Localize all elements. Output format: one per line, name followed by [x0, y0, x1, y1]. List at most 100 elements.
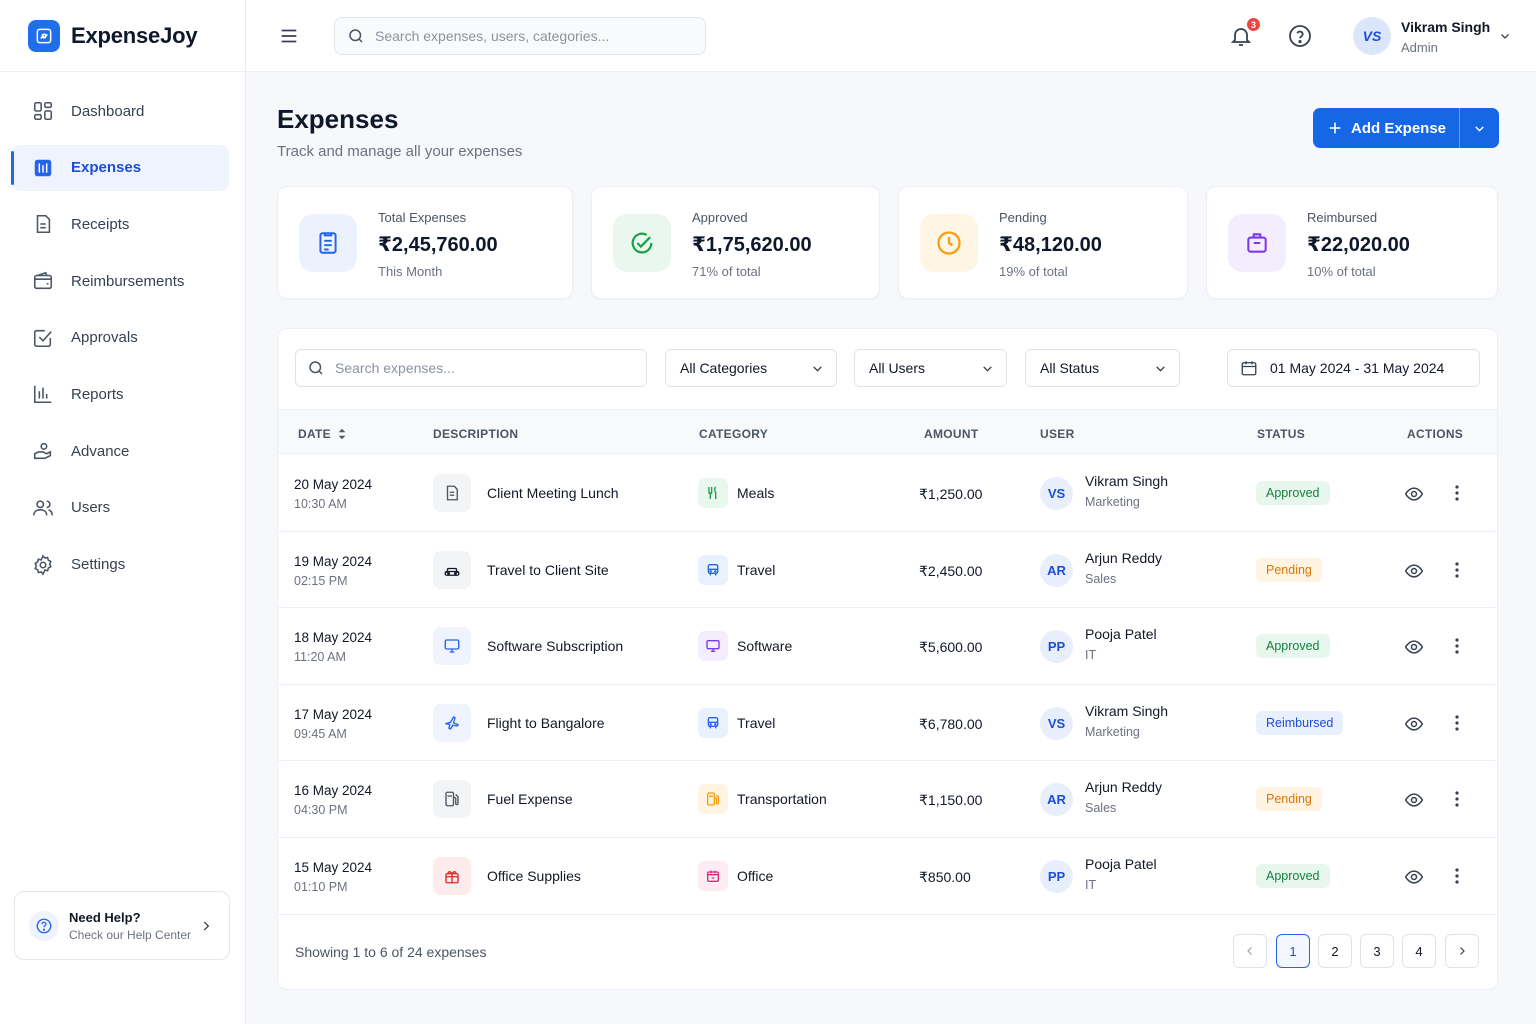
expense-amount: ₹6,780.00: [919, 715, 983, 732]
help-title: Need Help?: [69, 909, 141, 925]
user-menu[interactable]: Vikram Singh Admin: [1401, 19, 1490, 55]
expense-date: 17 May 2024: [294, 706, 373, 722]
user-name: Pooja Patel: [1085, 626, 1157, 643]
sidebar-item-advance[interactable]: Advance: [12, 428, 229, 474]
table-row[interactable]: 20 May 2024 10:30 AM Client Meeting Lunch M…: [278, 455, 1497, 532]
expense-date-cell: 15 May 2024 01:10 PM: [294, 860, 372, 894]
pagination-page-1[interactable]: 1: [1276, 934, 1310, 968]
table-row[interactable]: 17 May 2024 09:45 AM Flight to Bangalore Tr…: [278, 685, 1497, 762]
chevron-right-icon: [1460, 947, 1465, 955]
eye-icon[interactable]: [1404, 867, 1424, 887]
expense-user: Vikram Singh Marketing: [1085, 473, 1168, 509]
stat-card-pending: Pending ₹48,120.00 19% of total: [898, 186, 1188, 299]
stat-card-approved: Approved ₹1,75,620.00 71% of total: [591, 186, 880, 299]
expense-amount: ₹850.00: [919, 869, 971, 885]
eye-icon[interactable]: [1404, 561, 1424, 581]
sidebar-item-settings[interactable]: Settings: [12, 542, 229, 588]
stat-sub: This Month: [378, 264, 443, 279]
avatar: AR: [1040, 783, 1073, 817]
stat-card-total: Total Expenses ₹2,45,760.00 This Month: [277, 186, 573, 299]
help-subtitle: Check our Help Center: [69, 927, 192, 942]
category-filter[interactable]: All Categories: [665, 349, 837, 387]
sidebar-item-approvals[interactable]: Approvals: [12, 315, 229, 361]
help-icon[interactable]: [1288, 24, 1312, 48]
status-badge: Approved: [1256, 481, 1330, 505]
table-row[interactable]: 19 May 2024 02:15 PM Travel to Client Site…: [278, 532, 1497, 609]
more-vertical-icon[interactable]: [1449, 636, 1465, 656]
bus-icon: [698, 707, 728, 738]
table-row[interactable]: 16 May 2024 04:30 PM Fuel Expense Transport…: [278, 761, 1497, 838]
chevron-down-icon[interactable]: [1499, 30, 1511, 42]
status-badge: Approved: [1256, 634, 1330, 659]
status-badge: Pending: [1256, 787, 1322, 812]
users-filter[interactable]: All Users: [854, 349, 1007, 387]
monitor-icon: [698, 631, 728, 662]
badge-check-icon: [613, 214, 671, 272]
user-department: Marketing: [1085, 724, 1140, 739]
sidebar-item-expenses[interactable]: Expenses: [11, 144, 229, 191]
status-badge: Reimbursed: [1256, 710, 1344, 735]
expense-time: 02:15 PM: [294, 573, 348, 588]
question-icon: [29, 910, 59, 941]
sidebar-item-users[interactable]: Users: [12, 485, 229, 531]
table-row[interactable]: 15 May 2024 01:10 PM Office Supplies Office…: [278, 838, 1497, 915]
expense-time: 04:30 PM: [294, 803, 348, 818]
hand-coins-icon: [33, 443, 52, 460]
column-date[interactable]: DATE: [298, 427, 347, 441]
avatar[interactable]: VS: [1353, 17, 1391, 55]
bell-icon[interactable]: [1229, 24, 1253, 48]
more-vertical-icon[interactable]: [1449, 483, 1465, 503]
add-expense-dropdown[interactable]: [1459, 108, 1499, 148]
expense-search-input[interactable]: [335, 360, 635, 376]
expense-category: Software: [737, 638, 793, 655]
stat-sub: 19% of total: [999, 264, 1068, 279]
more-vertical-icon[interactable]: [1449, 560, 1465, 580]
column-actions: ACTIONS: [1407, 427, 1464, 441]
document-icon: [299, 214, 357, 272]
status-filter[interactable]: All Status: [1025, 349, 1180, 387]
car-icon: [433, 550, 471, 589]
sidebar-item-label: Users: [71, 499, 111, 517]
stat-label: Pending: [999, 210, 1047, 225]
global-search-input[interactable]: [375, 28, 675, 44]
more-vertical-icon[interactable]: [1449, 713, 1465, 733]
expense-search: [295, 349, 647, 387]
date-range-picker[interactable]: 01 May 2024 - 31 May 2024: [1227, 349, 1480, 387]
expense-user: Vikram Singh Marketing: [1085, 703, 1168, 739]
eye-icon[interactable]: [1404, 790, 1424, 810]
eye-icon[interactable]: [1404, 637, 1424, 657]
pagination-page-3[interactable]: 3: [1360, 934, 1394, 968]
add-expense-button[interactable]: Add Expense: [1313, 108, 1499, 148]
more-vertical-icon[interactable]: [1449, 789, 1465, 809]
table-header: DATE DESCRIPTION CATEGORY AMOUNT USER ST…: [278, 409, 1497, 454]
dashboard-icon: [33, 101, 53, 121]
pagination-next[interactable]: [1445, 934, 1479, 968]
avatar: PP: [1040, 860, 1073, 893]
status-badge: Pending: [1256, 557, 1322, 582]
table-row[interactable]: 18 May 2024 11:20 AM Software Subscription…: [278, 608, 1497, 685]
avatar: VS: [1040, 477, 1073, 510]
sidebar-item-label: Reimbursements: [71, 272, 185, 290]
sidebar-item-dashboard[interactable]: Dashboard: [12, 88, 229, 134]
expense-category: Transportation: [737, 791, 827, 808]
search-icon: [309, 361, 323, 375]
sidebar-item-reimbursements[interactable]: Reimbursements: [12, 258, 229, 304]
expense-time: 11:20 AM: [294, 650, 346, 665]
hamburger-menu-icon[interactable]: [278, 25, 300, 47]
user-name: Vikram Singh: [1401, 19, 1491, 35]
expense-time: 01:10 PM: [294, 880, 348, 894]
expense-date: 19 May 2024: [294, 553, 373, 569]
receipt-icon: [433, 474, 471, 512]
column-description: DESCRIPTION: [433, 427, 519, 441]
chevron-down-icon: [813, 366, 822, 372]
eye-icon[interactable]: [1404, 484, 1424, 504]
more-vertical-icon[interactable]: [1449, 866, 1465, 886]
help-center-card[interactable]: Need Help? Check our Help Center: [14, 891, 230, 960]
pagination-prev[interactable]: [1233, 934, 1267, 968]
sidebar-item-receipts[interactable]: Receipts: [12, 201, 229, 247]
page-subtitle: Track and manage all your expenses: [277, 143, 523, 160]
pagination-page-4[interactable]: 4: [1402, 934, 1436, 968]
eye-icon[interactable]: [1404, 714, 1424, 734]
pagination-page-2[interactable]: 2: [1318, 934, 1352, 968]
sidebar-item-reports[interactable]: Reports: [12, 371, 229, 417]
